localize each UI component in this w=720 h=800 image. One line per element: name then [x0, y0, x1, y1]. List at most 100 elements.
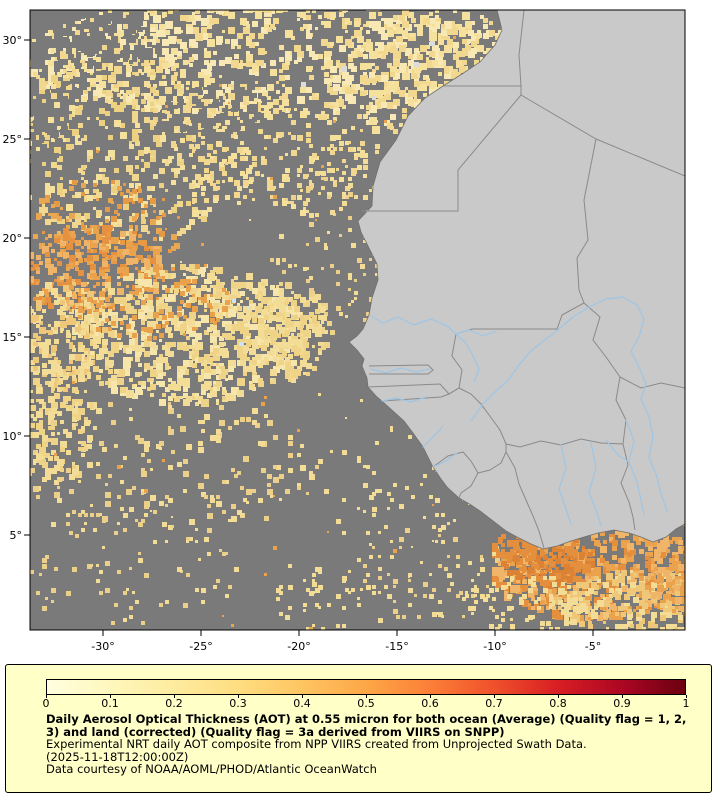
aerosol-pixel	[84, 180, 88, 184]
aerosol-pixel	[375, 42, 379, 46]
aerosol-pixel	[366, 105, 371, 110]
aerosol-pixel	[105, 492, 111, 498]
aerosol-pixel	[117, 252, 122, 257]
aerosol-pixel	[123, 360, 127, 364]
aerosol-pixel	[72, 27, 76, 31]
aerosol-pixel	[156, 39, 160, 43]
aerosol-pixel	[81, 96, 87, 102]
aerosol-pixel	[180, 264, 186, 270]
aerosol-pixel	[333, 147, 337, 151]
aerosol-pixel	[126, 294, 132, 300]
aerosol-pixel	[48, 39, 52, 43]
aerosol-pixel	[99, 15, 102, 18]
aerosol-pixel	[102, 447, 107, 452]
aerosol-pixel	[129, 141, 132, 144]
aerosol-pixel	[282, 315, 287, 320]
aerosol-pixel	[513, 546, 518, 551]
aerosol-pixel	[408, 33, 412, 37]
aerosol-pixel	[72, 465, 76, 469]
aerosol-pixel	[240, 339, 244, 343]
aerosol-pixel	[468, 51, 475, 58]
aerosol-pixel	[186, 300, 190, 304]
aerosol-pixel	[120, 51, 127, 58]
aerosol-pixel	[360, 264, 365, 269]
aerosol-pixel	[225, 12, 228, 15]
aerosol-pixel	[372, 492, 376, 496]
aerosol-pixel	[297, 57, 302, 62]
aerosol-pixel	[93, 345, 97, 349]
aerosol-pixel	[240, 102, 245, 107]
aerosol-pixel	[582, 570, 586, 574]
aerosol-pixel	[57, 126, 61, 130]
aerosol-pixel	[393, 15, 398, 20]
aerosol-pixel	[423, 594, 427, 598]
aerosol-pixel	[438, 84, 443, 89]
aerosol-pixel	[363, 90, 367, 94]
aerosol-pixel	[156, 330, 159, 333]
aerosol-pixel	[201, 99, 208, 106]
aerosol-pixel	[372, 513, 376, 517]
aerosol-pixel	[153, 288, 159, 294]
aerosol-pixel	[285, 75, 290, 80]
aerosol-pixel	[336, 594, 341, 599]
aerosol-pixel	[57, 72, 62, 77]
aerosol-pixel	[354, 30, 362, 38]
aerosol-pixel	[21, 576, 25, 580]
aerosol-pixel	[186, 126, 191, 131]
aerosol-pixel	[93, 528, 97, 532]
aerosol-pixel	[78, 378, 82, 382]
aerosol-pixel	[609, 612, 617, 620]
aerosol-pixel	[249, 96, 254, 101]
aerosol-pixel	[300, 111, 307, 118]
aerosol-pixel	[651, 540, 658, 547]
aerosol-pixel	[321, 177, 324, 180]
aerosol-pixel	[105, 267, 110, 272]
aerosol-pixel	[237, 33, 243, 39]
aerosol-pixel	[204, 474, 209, 479]
aerosol-pixel	[594, 540, 600, 546]
aerosol-pixel	[81, 429, 85, 433]
aerosol-pixel	[516, 579, 520, 583]
aerosol-pixel	[324, 489, 329, 494]
aerosol-pixel	[150, 366, 153, 369]
aerosol-pixel	[336, 168, 339, 171]
aerosol-pixel	[195, 327, 198, 330]
aerosol-pixel	[246, 90, 252, 96]
aerosol-pixel	[210, 498, 215, 503]
aerosol-pixel	[303, 300, 310, 307]
aerosol-pixel	[315, 114, 319, 118]
aerosol-pixel	[189, 3, 194, 8]
aerosol-pixel	[264, 414, 268, 418]
aerosol-pixel	[273, 465, 277, 469]
aerosol-pixel	[513, 540, 519, 546]
aerosol-pixel	[228, 177, 233, 182]
aerosol-pixel	[411, 33, 415, 37]
aerosol-pixel	[111, 72, 116, 77]
aerosol-pixel	[198, 210, 202, 214]
aerosol-pixel	[66, 432, 71, 437]
aerosol-pixel	[297, 366, 302, 371]
aerosol-pixel	[54, 372, 59, 377]
aerosol-pixel	[66, 84, 72, 90]
aerosol-pixel	[504, 552, 509, 557]
aerosol-pixel	[87, 438, 92, 443]
aerosol-pixel	[30, 45, 37, 52]
aerosol-pixel	[129, 39, 133, 43]
aerosol-pixel	[84, 306, 88, 310]
aerosol-pixel	[165, 504, 168, 507]
aerosol-pixel	[432, 24, 435, 27]
aerosol-pixel	[177, 195, 181, 199]
aerosol-pixel	[438, 534, 441, 537]
aerosol-pixel	[480, 558, 484, 562]
aerosol-pixel	[285, 51, 290, 56]
aerosol-pixel	[312, 345, 315, 348]
aerosol-pixel	[255, 123, 261, 129]
aerosol-pixel	[342, 159, 346, 163]
aerosol-pixel	[144, 204, 148, 208]
aerosol-pixel	[303, 174, 308, 179]
aerosol-pixel	[570, 561, 576, 567]
aerosol-pixel	[171, 273, 176, 278]
aerosol-pixel	[162, 213, 166, 217]
aerosol-pixel	[216, 348, 224, 356]
aerosol-pixel	[387, 21, 393, 27]
